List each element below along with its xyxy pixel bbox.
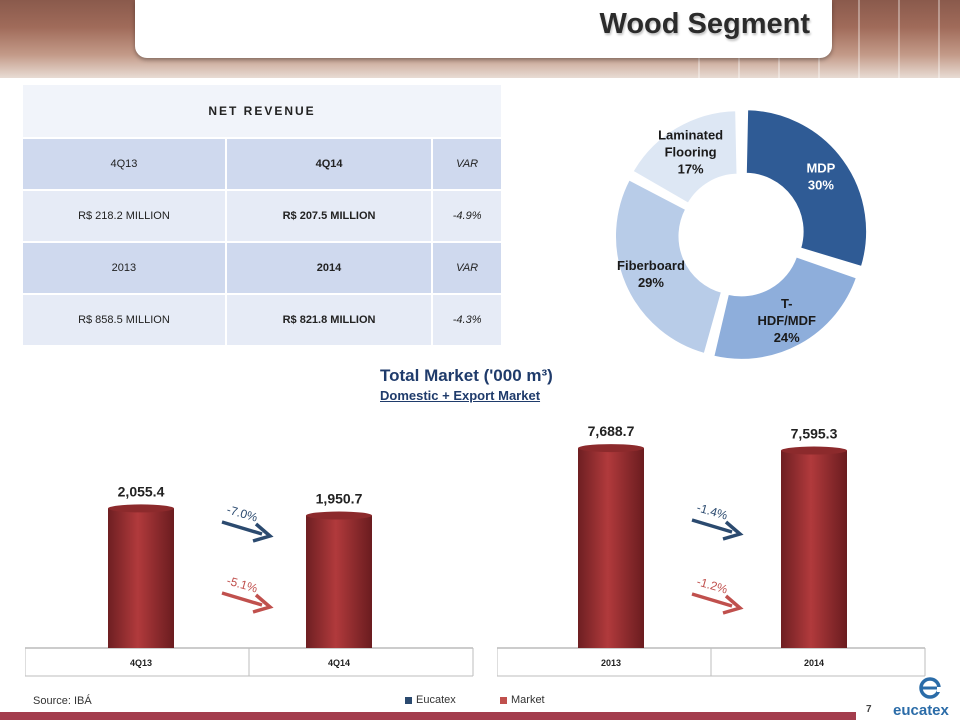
- legend-item-market: Market: [500, 694, 545, 706]
- product-mix-donut-chart: MDP 30% T-HDF/MDF 24% Fiberboard 29% Laminated…: [614, 108, 868, 361]
- trend-arrow-market: [691, 592, 744, 615]
- page-title: Wood Segment: [599, 8, 810, 40]
- bar-value-label: 2,055.4: [118, 483, 165, 499]
- source-note: Source: IBÁ: [33, 695, 92, 707]
- logo-text: eucatex: [893, 702, 949, 719]
- donut-label: MDP 30%: [806, 161, 835, 193]
- x-tick-label: 4Q13: [130, 658, 152, 668]
- bar-cap: [108, 504, 174, 513]
- table-cell: R$ 858.5 MILLION: [21, 293, 227, 347]
- trend-annotation-label: -5.1%: [225, 573, 259, 595]
- bar-cap: [781, 446, 847, 455]
- donut-slice-0: [745, 108, 868, 268]
- trend-arrow-eucatex: [221, 520, 274, 543]
- donut-slice-2: [614, 178, 723, 355]
- trend-arrow-market: [221, 591, 274, 614]
- legend-label: Eucatex: [416, 694, 456, 706]
- quarterly-market-bar-chart: 2,055.4 4Q13 1,950.7 4Q14 -7.0% -5.1%: [25, 483, 474, 677]
- donut-label: T-HDF/MDF 24%: [757, 296, 816, 345]
- table-row: 4Q13 4Q14 VAR: [21, 137, 503, 191]
- legend-swatch: [500, 696, 507, 704]
- donut-slice-1: [712, 255, 858, 361]
- footer-bar: [0, 712, 856, 720]
- legend-swatch: [405, 696, 412, 704]
- table-row: R$ 218.2 MILLION R$ 207.5 MILLION -4.9%: [21, 189, 503, 243]
- bar-2013: [578, 448, 644, 648]
- bar-value-label: 7,595.3: [791, 426, 838, 442]
- donut-slice-3: [631, 109, 739, 205]
- table-cell: R$ 207.5 MILLION: [224, 189, 434, 243]
- table-header: NET REVENUE: [21, 83, 503, 139]
- table-cell: -4.3%: [431, 293, 503, 347]
- page-number: 7: [866, 704, 872, 715]
- x-tick-label: 2013: [601, 658, 621, 668]
- eucatex-logo: eucatex: [893, 676, 953, 725]
- table-cell: 2014: [224, 241, 434, 295]
- legend-item-eucatex: Eucatex: [405, 694, 456, 706]
- annual-market-bar-chart: 7,688.7 2013 7,595.3 2014 -1.4% -1.2%: [497, 423, 926, 677]
- table-cell: VAR: [431, 137, 503, 191]
- bar-2014: [781, 450, 847, 648]
- table-cell: 2013: [21, 241, 227, 295]
- bar-4Q14: [306, 515, 372, 648]
- bar-4Q13: [108, 508, 174, 648]
- trend-annotation-label: -1.2%: [695, 574, 729, 596]
- table-cell: R$ 821.8 MILLION: [224, 293, 434, 347]
- table-cell: VAR: [431, 241, 503, 295]
- bar-cap: [578, 444, 644, 453]
- table-cell: R$ 218.2 MILLION: [21, 189, 227, 243]
- bar-value-label: 1,950.7: [316, 491, 363, 507]
- x-tick-label: 2014: [804, 658, 824, 668]
- table-cell: 4Q14: [224, 137, 434, 191]
- bar-cap: [306, 511, 372, 520]
- table-row: 2013 2014 VAR: [21, 241, 503, 295]
- trend-annotation-label: -7.0%: [225, 502, 259, 524]
- table-row: R$ 858.5 MILLION R$ 821.8 MILLION -4.3%: [21, 293, 503, 347]
- market-chart-title: Total Market ('000 m³): [380, 366, 553, 385]
- net-revenue-table: NET REVENUE 4Q13 4Q14 VAR R$ 218.2 MILLI…: [21, 83, 503, 347]
- title-box: Wood Segment: [135, 0, 832, 58]
- donut-label: Fiberboard 29%: [617, 258, 685, 290]
- table-cell: 4Q13: [21, 137, 227, 191]
- donut-label: Laminated Flooring 17%: [658, 128, 723, 177]
- bar-value-label: 7,688.7: [588, 423, 635, 439]
- legend-label: Market: [511, 694, 545, 706]
- table-cell: -4.9%: [431, 189, 503, 243]
- trend-arrow-eucatex: [691, 518, 744, 541]
- x-tick-label: 4Q14: [328, 658, 350, 668]
- market-chart-subtitle: Domestic + Export Market: [380, 388, 541, 403]
- trend-annotation-label: -1.4%: [695, 500, 729, 522]
